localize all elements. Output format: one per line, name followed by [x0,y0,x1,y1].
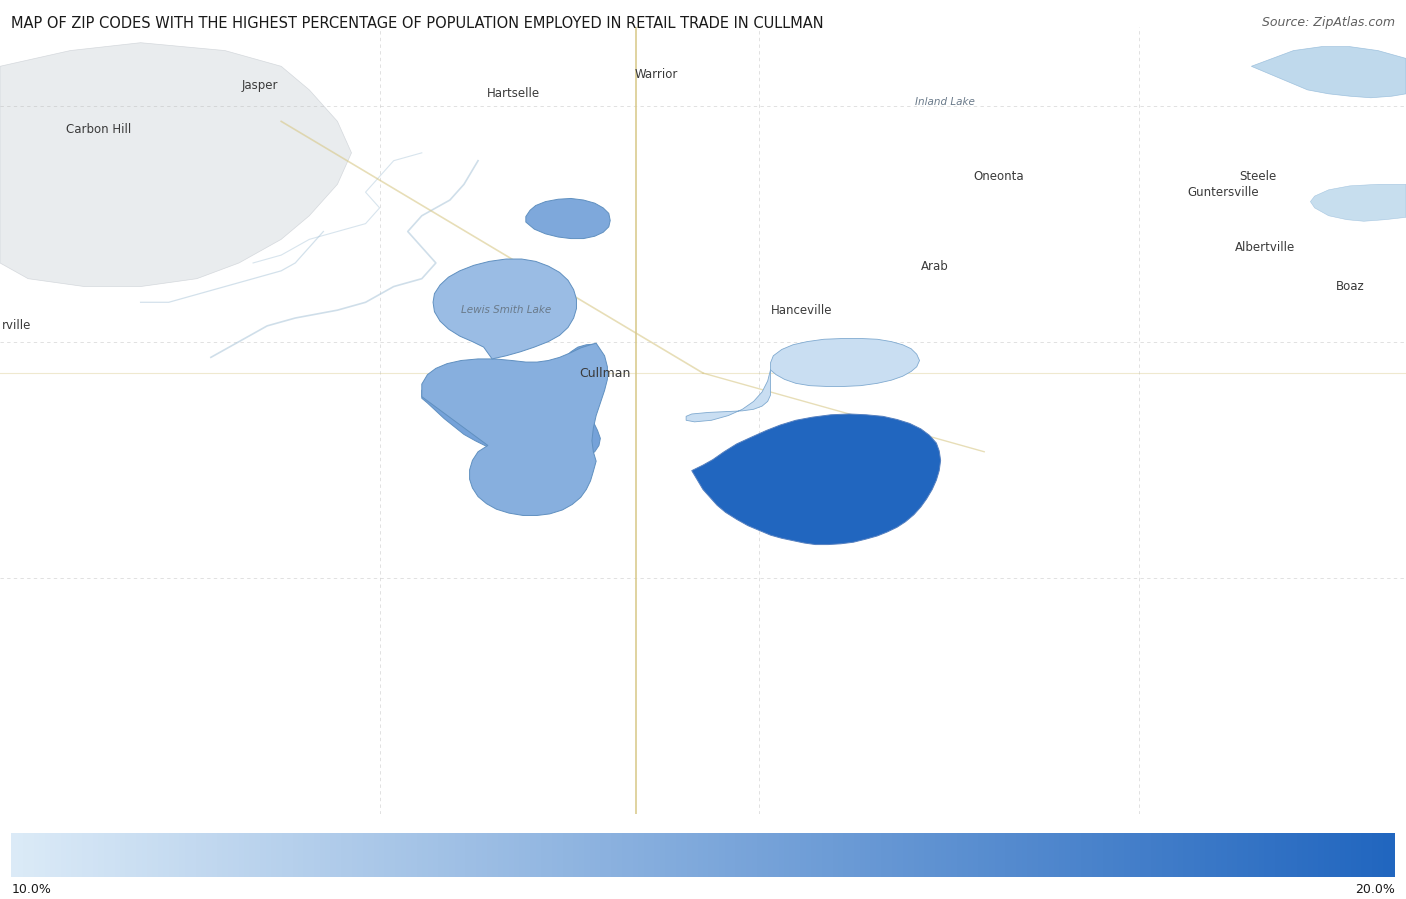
Polygon shape [422,343,607,515]
Text: Steele: Steele [1240,170,1277,182]
Text: Lewis Smith Lake: Lewis Smith Lake [461,305,551,316]
Polygon shape [686,339,920,422]
Polygon shape [0,42,352,287]
Polygon shape [433,259,576,359]
Text: Hanceville: Hanceville [770,304,832,316]
Text: Albertville: Albertville [1236,241,1295,254]
Text: Inland Lake: Inland Lake [915,97,974,107]
Text: Carbon Hill: Carbon Hill [66,123,131,136]
Text: Guntersville: Guntersville [1188,186,1258,199]
Text: MAP OF ZIP CODES WITH THE HIGHEST PERCENTAGE OF POPULATION EMPLOYED IN RETAIL TR: MAP OF ZIP CODES WITH THE HIGHEST PERCEN… [11,16,824,31]
Polygon shape [1310,184,1406,221]
Polygon shape [692,414,941,545]
Text: Arab: Arab [921,261,949,273]
Text: Jasper: Jasper [242,79,278,93]
Polygon shape [1251,47,1406,98]
Text: Oneonta: Oneonta [973,170,1024,182]
Text: 10.0%: 10.0% [11,883,51,895]
Text: 20.0%: 20.0% [1355,883,1395,895]
Text: Warrior: Warrior [636,67,678,81]
Text: rville: rville [3,319,31,333]
Polygon shape [422,344,600,461]
Text: Source: ZipAtlas.com: Source: ZipAtlas.com [1261,16,1395,29]
Text: Hartselle: Hartselle [486,87,540,101]
Text: Cullman: Cullman [579,367,630,379]
Polygon shape [526,199,610,238]
Text: Boaz: Boaz [1336,280,1364,293]
